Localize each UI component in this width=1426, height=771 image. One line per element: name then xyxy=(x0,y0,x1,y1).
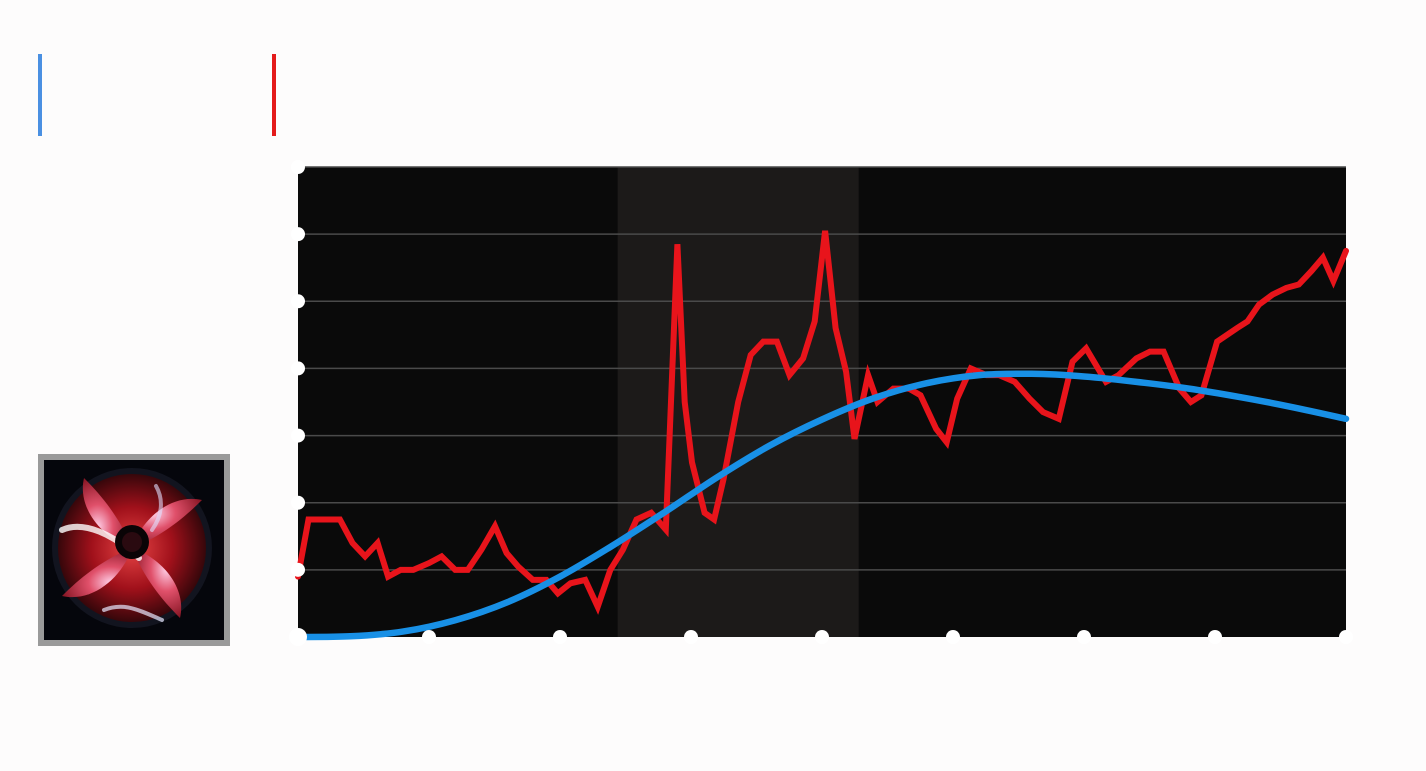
x-tick-marker-3 xyxy=(684,630,698,644)
y-tick-marker-7 xyxy=(291,160,305,174)
axis-ticks xyxy=(289,160,1353,646)
x-tick-marker-4 xyxy=(815,630,829,644)
x-tick-marker-1 xyxy=(422,630,436,644)
legend-marker-red xyxy=(272,54,276,136)
y-tick-marker-0 xyxy=(289,628,307,646)
y-tick-marker-4 xyxy=(291,361,305,376)
x-tick-marker-7 xyxy=(1208,630,1222,644)
series-layer xyxy=(294,230,1350,641)
series-line-blue xyxy=(294,370,1350,641)
fan-thumbnail xyxy=(38,454,230,646)
y-tick-marker-2 xyxy=(291,495,305,510)
red-led-fan-icon xyxy=(44,460,224,640)
y-tick-marker-3 xyxy=(291,428,305,443)
x-tick-marker-6 xyxy=(1077,630,1091,644)
legend-marker-blue xyxy=(38,54,42,136)
x-tick-marker-2 xyxy=(553,630,567,644)
x-tick-marker-8 xyxy=(1339,630,1353,644)
series-line-red xyxy=(295,230,1349,615)
y-tick-marker-6 xyxy=(291,227,305,242)
y-tick-marker-5 xyxy=(291,294,305,309)
y-tick-marker-1 xyxy=(291,562,305,577)
x-tick-marker-5 xyxy=(946,630,960,644)
